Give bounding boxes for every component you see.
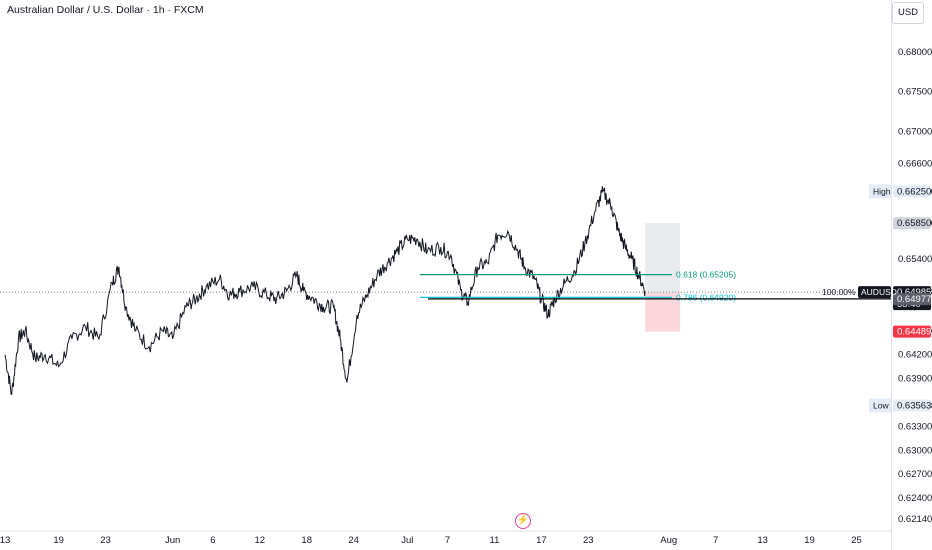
fib-786-label: 0.786 (0.64920)	[676, 292, 736, 302]
stop-price-tag: 0.64489	[897, 327, 931, 338]
price-tick-label: 0.65400	[898, 254, 932, 265]
price-series-line	[4, 186, 646, 396]
target-price-tag-bg	[893, 217, 931, 230]
stop-price-tag-bg	[893, 325, 931, 338]
low-value-tag: 0.63563	[897, 400, 931, 411]
time-tick-label: 24	[348, 535, 359, 546]
plot-area	[4, 186, 646, 396]
price-tick-label: 0.62700	[898, 469, 932, 480]
time-tick-label: 13	[0, 535, 10, 546]
time-tick-label: 23	[583, 535, 594, 546]
fib-100-label: 100.00% (	[822, 287, 861, 297]
entry-price-tag: 0.64977	[897, 294, 931, 305]
high-label-bg	[869, 184, 891, 199]
time-tick-label: 7	[713, 535, 718, 546]
time-tick-label: 19	[804, 535, 815, 546]
price-tick-label: 0.63900	[898, 374, 932, 385]
price-tick-label: 0.62140	[898, 514, 932, 525]
symbol-tag: AUDUSD	[861, 287, 897, 297]
price-tick-label: 0.62400	[898, 493, 932, 504]
time-axis: 13 19 23 Jun 6 12 18 24 Jul 7 11 17 23 Aug 7 13 19 25	[0, 530, 891, 546]
time-tick-label: Jun	[165, 535, 180, 546]
time-tick-label: Aug	[660, 535, 677, 546]
time-tick-label: 7	[445, 535, 450, 546]
target-zone	[645, 223, 680, 293]
currency-selector[interactable]: USD	[892, 2, 924, 24]
low-label-bg	[869, 398, 891, 413]
time-tick-label: 19	[53, 535, 64, 546]
price-axis-divider	[891, 0, 892, 550]
high-value-tag-bg	[893, 185, 931, 198]
price-tick-label: 0.67000	[898, 127, 932, 138]
price-tick-label: 0.64200	[898, 350, 932, 361]
symbol-tag-bg	[858, 286, 891, 299]
current-price-tag: 0.64985	[897, 287, 931, 298]
time-tick-label: 17	[536, 535, 547, 546]
high-label: High	[873, 186, 891, 196]
entry-price-tag-bg	[893, 293, 931, 306]
time-tick-label: 18	[301, 535, 312, 546]
high-value-tag: 0.66250	[897, 186, 931, 197]
time-tick-label: Jul	[401, 535, 413, 546]
low-label: Low	[873, 400, 889, 410]
fib-618-label: 0.618 (0.65205)	[676, 270, 736, 280]
price-axis: 0.68000 0.67500 0.67000 0.66600 0.66250 0.658…	[893, 47, 932, 525]
price-tick-label: 0.67500	[898, 87, 932, 98]
target-price-tag: 0.65850	[897, 218, 931, 229]
low-value-tag-bg	[893, 399, 931, 412]
chart-title: Australian Dollar / U.S. Dollar · 1h · F…	[7, 4, 204, 16]
time-tick-label: 12	[254, 535, 265, 546]
price-tick-label: 0.68000	[898, 47, 932, 58]
time-tick-label: 6	[210, 535, 215, 546]
time-tick-label: 23	[100, 535, 111, 546]
time-tick-label: 11	[489, 535, 499, 546]
price-tick-label: 0.66600	[898, 158, 932, 169]
time-tick-label: 13	[757, 535, 768, 546]
drawings: 0.618 (0.65205) 0.786 (0.64920) 100.00% ( H…	[0, 184, 897, 413]
price-tick-label: 0.63300	[898, 421, 932, 432]
time-tick-label: 25	[851, 535, 862, 546]
price-tick-label: 0.63000	[898, 445, 932, 456]
lightning-icon[interactable]: ⚡	[515, 513, 531, 529]
